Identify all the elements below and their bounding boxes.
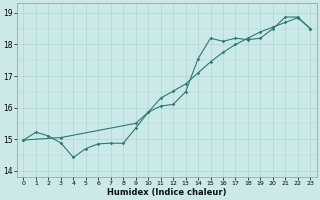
X-axis label: Humidex (Indice chaleur): Humidex (Indice chaleur)	[107, 188, 227, 197]
